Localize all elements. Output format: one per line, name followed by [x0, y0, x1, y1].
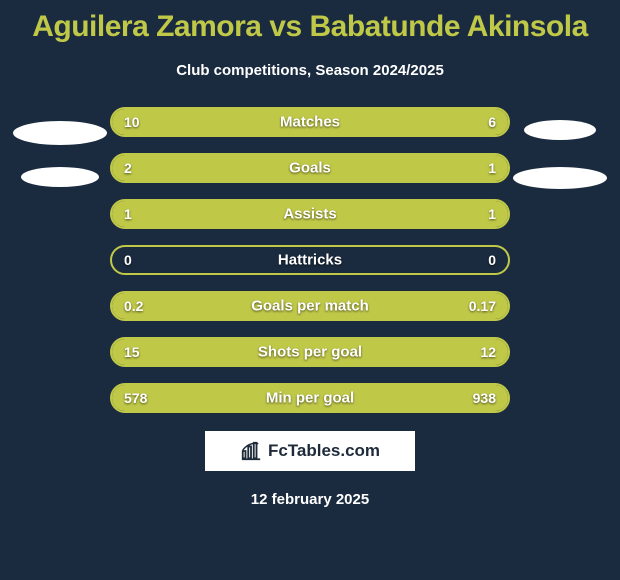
stat-row: 15 Shots per goal 12 [110, 337, 510, 367]
stat-value-left: 2 [124, 160, 132, 176]
stat-value-right: 6 [488, 114, 496, 130]
stat-label: Assists [283, 206, 336, 223]
stat-value-right: 938 [473, 390, 496, 406]
date-label: 12 february 2025 [0, 491, 620, 508]
stat-value-left: 578 [124, 390, 147, 406]
stat-fill-right [360, 109, 509, 135]
club-logo-placeholder [513, 167, 607, 189]
stat-row: 578 Min per goal 938 [110, 383, 510, 413]
club-logo-placeholder [13, 121, 107, 145]
stat-label: Hattricks [278, 252, 342, 269]
stat-label: Matches [280, 114, 340, 131]
stat-value-right: 12 [480, 344, 496, 360]
brand-chart-icon [240, 440, 262, 462]
stat-value-right: 1 [488, 206, 496, 222]
subtitle: Club competitions, Season 2024/2025 [0, 62, 620, 79]
club-logo-placeholder [524, 120, 596, 140]
stat-row: 2 Goals 1 [110, 153, 510, 183]
stat-value-left: 15 [124, 344, 140, 360]
stat-value-right: 1 [488, 160, 496, 176]
club-logo-placeholder [21, 167, 99, 187]
stat-label: Goals per match [251, 298, 369, 315]
stat-row: 0 Hattricks 0 [110, 245, 510, 275]
brand-text: FcTables.com [268, 441, 380, 461]
stat-value-left: 1 [124, 206, 132, 222]
stat-row: 10 Matches 6 [110, 107, 510, 137]
stats-bars: 10Matches62Goals11Assists10Hattricks00.2… [110, 107, 510, 429]
comparison-panel: 10Matches62Goals11Assists10Hattricks00.2… [0, 107, 620, 417]
stat-value-left: 0.2 [124, 298, 143, 314]
page-title: Aguilera Zamora vs Babatunde Akinsola [0, 0, 620, 44]
stat-label: Goals [289, 160, 331, 177]
stat-fill-right [310, 201, 508, 227]
stat-fill-left [112, 155, 376, 181]
stat-value-right: 0 [488, 252, 496, 268]
stat-row: 1 Assists 1 [110, 199, 510, 229]
brand-logo: FcTables.com [205, 431, 415, 471]
stat-label: Shots per goal [258, 344, 362, 361]
stat-label: Min per goal [266, 390, 354, 407]
stat-value-left: 10 [124, 114, 140, 130]
stat-fill-left [112, 201, 310, 227]
stat-value-left: 0 [124, 252, 132, 268]
stat-row: 0.2 Goals per match 0.17 [110, 291, 510, 321]
stat-value-right: 0.17 [469, 298, 496, 314]
